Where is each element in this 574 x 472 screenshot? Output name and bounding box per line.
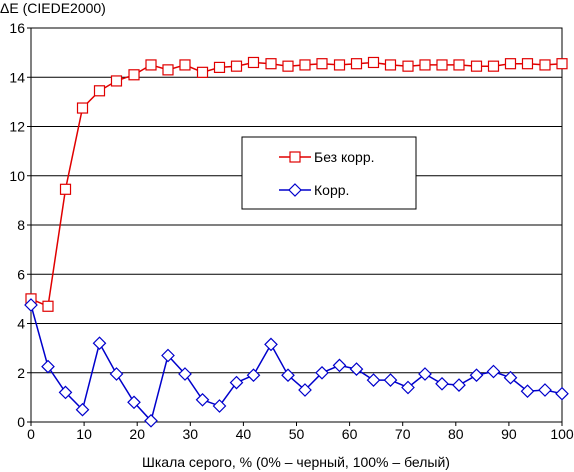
x-tick-label-10: 10 [76,426,92,442]
data-point [161,348,175,363]
series-0 [25,56,568,312]
x-tick-label-20: 20 [129,426,145,442]
data-point [196,66,209,78]
x-tick-label-80: 80 [448,426,464,442]
x-tick-label-30: 30 [183,426,199,442]
x-axis: 0 10 20 30 40 50 60 70 80 90 100 [27,422,574,442]
data-point [128,69,140,81]
data-point [229,375,244,390]
data-point [383,373,398,387]
x-tick-label-0: 0 [27,426,35,442]
data-point [367,56,380,69]
data-point [418,367,432,381]
data-point [127,395,141,410]
x-tick-label-50: 50 [289,426,305,442]
data-point [75,402,90,417]
y-tick-label-10: 10 [9,168,25,184]
data-point [453,59,465,71]
data-point [315,365,329,380]
x-tick-label-100: 100 [550,426,574,442]
data-point [436,59,448,71]
data-point [42,300,54,312]
y-tick-label-16: 16 [9,20,25,36]
data-point [246,368,261,383]
data-point [349,362,364,376]
data-point [555,386,569,401]
data-point [316,58,328,70]
data-point [538,383,552,397]
legend-marker-bez-korr [289,151,301,163]
data-point [435,376,449,391]
data-point [452,378,466,392]
data-point [144,413,158,428]
data-point [503,370,518,385]
data-point [110,75,123,87]
data-point [145,59,157,71]
data-point [539,59,551,71]
data-point [179,59,191,71]
data-point [521,58,534,70]
data-point [178,367,192,381]
data-point [350,58,363,70]
data-point [230,60,243,72]
x-tick-label-40: 40 [236,426,252,442]
series-1 [24,298,569,428]
data-point [92,336,107,351]
data-point [93,85,106,97]
data-point [76,102,89,114]
data-point [58,385,73,400]
data-point [520,384,535,399]
data-point [470,60,483,72]
data-point [469,368,484,383]
data-point [402,60,414,72]
data-point [298,383,312,397]
y-axis-title: ΔE (CIEDE2000) [0,0,106,16]
data-point [281,368,295,383]
data-point [109,367,124,381]
data-point [59,183,72,195]
y-tick-label-14: 14 [9,69,25,85]
data-point [162,64,174,76]
y-tick-label-12: 12 [9,119,25,135]
data-point [504,58,517,70]
data-point [487,60,500,72]
data-point [247,56,260,69]
y-tick-label-0: 0 [17,414,25,430]
legend-label-bez-korr: Без корр. [314,149,375,165]
data-point [264,337,278,352]
series-layer [24,56,569,428]
data-point [195,392,210,407]
data-point [419,59,431,71]
legend: Без корр. Корр. [241,136,417,210]
data-point [486,364,501,379]
x-tick-label-60: 60 [342,426,358,442]
data-point [366,373,381,387]
data-point [556,58,568,70]
legend-box [241,136,417,210]
data-point [282,60,294,72]
x-tick-label-70: 70 [395,426,411,442]
y-tick-label-8: 8 [17,217,25,233]
data-point [333,59,346,71]
data-point [265,58,277,70]
data-point [299,59,311,71]
data-point [212,399,227,413]
data-point [41,359,55,374]
data-point [332,358,347,373]
y-tick-label-2: 2 [17,365,25,381]
data-point [24,298,38,312]
y-axis: 0 2 4 6 8 10 12 14 16 [9,20,31,430]
y-tick-label-6: 6 [17,266,25,282]
legend-marker-korr [288,183,302,197]
y-tick-label-4: 4 [17,316,25,332]
x-tick-label-90: 90 [501,426,517,442]
data-point [401,380,415,395]
x-axis-title: Шкала серого, % (0% – черный, 100% – бел… [142,454,450,470]
data-point [213,61,226,74]
data-point [384,59,397,71]
legend-label-korr: Корр. [314,182,349,198]
